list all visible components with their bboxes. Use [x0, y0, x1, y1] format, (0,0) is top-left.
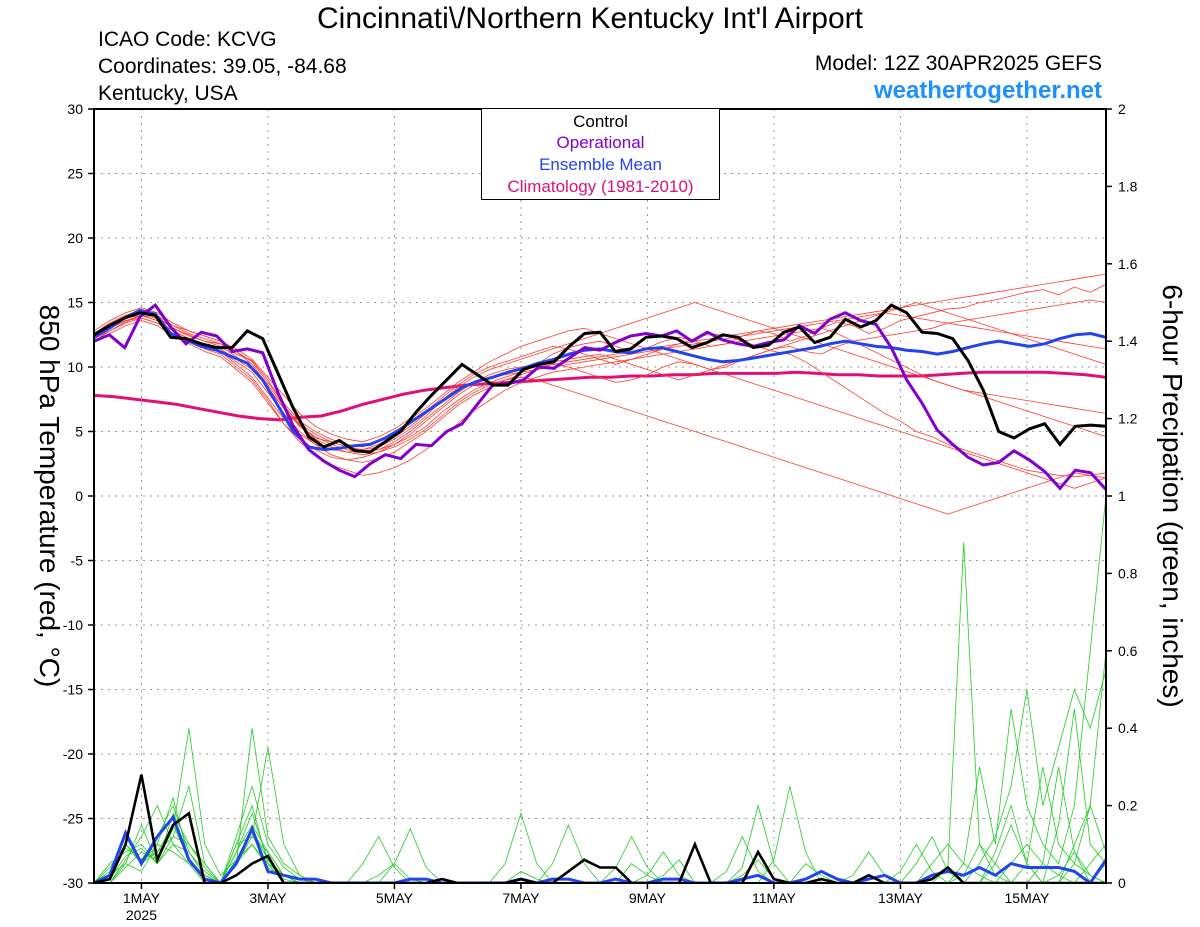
y2-tick-label: 1.6 — [1118, 256, 1138, 272]
control-precip-line — [94, 774, 1106, 883]
icao-code-text: ICAO Code: KCVG — [98, 28, 277, 51]
y-tick-label: 10 — [67, 359, 83, 375]
precip-member-line — [94, 728, 1106, 883]
y-tick-label: -20 — [63, 746, 83, 762]
y2-tick-label: 0.2 — [1118, 798, 1138, 814]
y-tick-label: 0 — [75, 488, 83, 504]
y-tick-label: 25 — [67, 166, 83, 182]
y2-tick-label: 1 — [1118, 488, 1126, 504]
y-tick-label: -5 — [71, 553, 84, 569]
left-axis-ticks: 30 25 20 15 10 5 0 -5 -10 -15 -20 -25 -30 — [63, 101, 94, 891]
y2-tick-label: 0.6 — [1118, 643, 1138, 659]
coordinates-text: Coordinates: 39.05, -84.68 — [98, 55, 347, 78]
y-axis-label: 850 hPa Temperature (red, °C) — [34, 305, 65, 688]
y-tick-label: 15 — [67, 295, 83, 311]
y2-tick-label: 0 — [1118, 875, 1126, 891]
temp-member-line — [94, 273, 1106, 461]
brand-link[interactable]: weathertogether.net — [873, 77, 1102, 104]
legend-operational: Operational — [556, 133, 645, 152]
x-tick-sublabel: 2025 — [126, 907, 157, 923]
legend: Control Operational Ensemble Mean Climat… — [481, 108, 720, 200]
page-title: Cincinnati\/Northern Kentucky Int'l Airp… — [317, 2, 863, 35]
y2-tick-label: 0.4 — [1118, 720, 1138, 736]
control-temp-line — [94, 303, 1106, 454]
y-tick-label: -10 — [63, 617, 83, 633]
model-run-text: Model: 12Z 30APR2025 GEFS — [814, 52, 1102, 75]
x-tick-label: 1MAY — [123, 890, 161, 906]
y2-tick-label: 1.8 — [1118, 178, 1138, 194]
legend-climatology: Climatology (1981-2010) — [507, 177, 694, 196]
legend-ensemble-mean: Ensemble Mean — [539, 155, 662, 174]
x-tick-label: 5MAY — [376, 890, 414, 906]
y-tick-label: 5 — [75, 424, 83, 440]
temp-member-line — [94, 284, 1106, 452]
precip-member-line — [94, 542, 1106, 883]
y2-tick-label: 2 — [1118, 101, 1126, 117]
x-tick-label: 7MAY — [502, 890, 540, 906]
y-tick-label: 30 — [67, 101, 83, 117]
x-tick-label: 11MAY — [752, 890, 796, 906]
y-tick-label: -25 — [63, 811, 83, 827]
precip-member-line — [94, 766, 1106, 883]
precip-member-line — [94, 669, 1106, 883]
y2-axis-label: 6-hour Precipation (green, inches) — [1157, 284, 1188, 707]
y-tick-label: 20 — [67, 230, 83, 246]
region-text: Kentucky, USA — [98, 82, 238, 105]
right-axis-ticks: 2 1.8 1.6 1.4 1.2 1 0.8 0.6 0.4 0.2 0 — [1106, 101, 1138, 891]
precip-member-line — [94, 747, 1106, 883]
x-tick-label: 3MAY — [249, 890, 287, 906]
temp-member-line — [94, 312, 1106, 453]
y2-tick-label: 1.2 — [1118, 411, 1138, 427]
operational-temp-line — [94, 302, 1106, 491]
x-tick-label: 9MAY — [629, 890, 667, 906]
y-tick-label: -15 — [63, 682, 83, 698]
y2-tick-label: 0.8 — [1118, 565, 1138, 581]
y-tick-label: -30 — [63, 875, 83, 891]
x-tick-label: 15MAY — [1005, 890, 1051, 906]
legend-control: Control — [573, 112, 628, 131]
grid-layer — [94, 109, 1106, 883]
x-tick-label: 13MAY — [878, 890, 924, 906]
main-series-layer — [94, 302, 1106, 883]
temp-member-line — [94, 299, 1106, 463]
y2-tick-label: 1.4 — [1118, 333, 1138, 349]
